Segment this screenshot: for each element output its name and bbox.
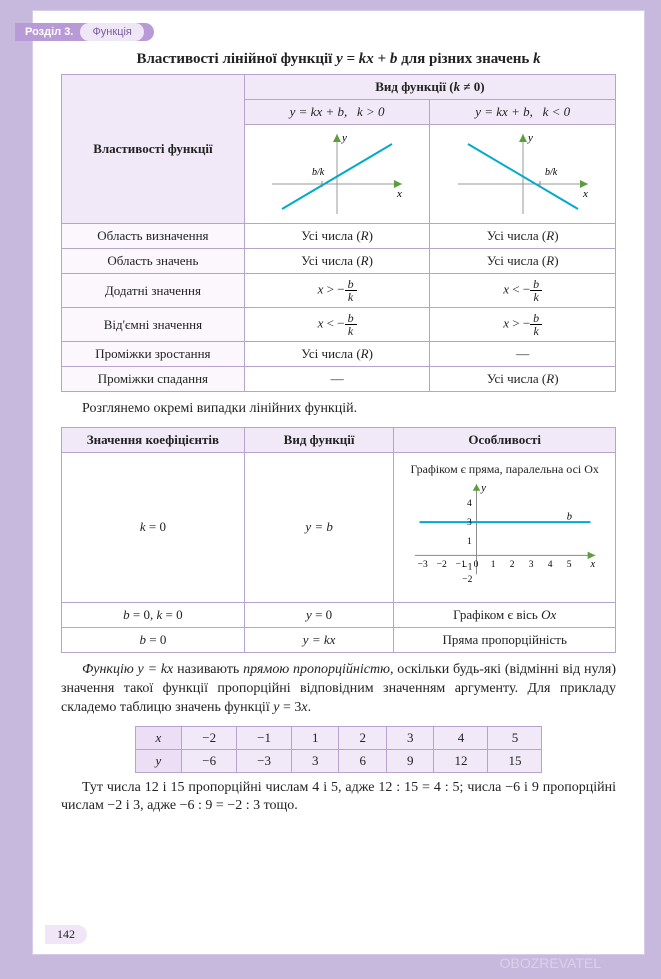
cell: — xyxy=(430,342,616,367)
cell: −6 xyxy=(182,749,237,772)
cell: Усі числа (R) xyxy=(430,224,616,249)
svg-text:x: x xyxy=(582,188,588,200)
cell: Усі числа (R) xyxy=(430,367,616,392)
svg-text:2: 2 xyxy=(509,560,514,570)
th: Значення коефіцієнтів xyxy=(62,427,245,452)
svg-text:4: 4 xyxy=(547,560,552,570)
cell: Графіком є вісь Ox xyxy=(394,602,616,627)
page-title: Властивості лінійної функції y = kx + b … xyxy=(61,51,616,68)
cell: Усі числа (R) xyxy=(430,249,616,274)
section-label: Розділ 3. xyxy=(25,26,73,38)
cell: — xyxy=(244,367,430,392)
th-props: Властивості функції xyxy=(62,75,245,224)
cell: 12 xyxy=(434,749,488,772)
cell: −1 xyxy=(237,726,292,749)
paragraph: Тут числа 12 і 15 пропорційні числам 4 і… xyxy=(61,779,616,817)
svg-text:3: 3 xyxy=(528,560,533,570)
svg-text:5: 5 xyxy=(566,560,571,570)
svg-text:1: 1 xyxy=(467,537,472,547)
cell: y = 0 xyxy=(244,602,394,627)
svg-text:x: x xyxy=(589,559,595,570)
cell: 3 xyxy=(291,749,339,772)
svg-text:b/k: b/k xyxy=(545,167,558,178)
cell: y = kx xyxy=(244,627,394,652)
cell: Пряма пропорційність xyxy=(394,627,616,652)
cell: b = 0 xyxy=(62,627,245,652)
cell: Усі числа (R) xyxy=(244,224,430,249)
cell: −3 xyxy=(237,749,292,772)
cell: Усі числа (R) xyxy=(244,342,430,367)
values-table: x −2 −1 1 2 3 4 5 y −6 −3 3 6 9 12 15 xyxy=(135,726,543,773)
svg-text:b/k: b/k xyxy=(312,167,325,178)
cell: x < −bk xyxy=(244,308,430,342)
col2-head: y = kx + b, k < 0 xyxy=(430,100,616,125)
row-header: y xyxy=(135,749,182,772)
svg-text:y: y xyxy=(341,132,347,144)
svg-text:y: y xyxy=(480,483,486,494)
paragraph: Розглянемо окремі випадки лінійних функц… xyxy=(61,400,616,419)
svg-text:−1: −1 xyxy=(455,560,465,570)
section-tab: Розділ 3. Функція xyxy=(15,23,154,41)
paragraph: Функцію y = kx називають прямою пропорці… xyxy=(61,661,616,718)
svg-text:−2: −2 xyxy=(462,575,472,585)
svg-text:−3: −3 xyxy=(417,560,427,570)
cell: x > −bk xyxy=(430,308,616,342)
th-type: Вид функції (k ≠ 0) xyxy=(244,75,615,100)
svg-text:y: y xyxy=(527,132,533,144)
cell: 2 xyxy=(339,726,387,749)
svg-text:4: 4 xyxy=(467,499,472,509)
row-header: x xyxy=(135,726,182,749)
svg-text:x: x xyxy=(396,188,402,200)
row-label: Область визначення xyxy=(62,224,245,249)
cell: k = 0 xyxy=(62,452,245,602)
row-label: Область значень xyxy=(62,249,245,274)
cell: 6 xyxy=(339,749,387,772)
col1-head: y = kx + b, k > 0 xyxy=(244,100,430,125)
row-label: Від'ємні значення xyxy=(62,308,245,342)
cell: Усі числа (R) xyxy=(244,249,430,274)
row-label: Додатні значення xyxy=(62,274,245,308)
svg-text:0: 0 xyxy=(473,560,478,570)
graph-k-pos: y x b/k xyxy=(244,125,430,224)
cell: 4 xyxy=(434,726,488,749)
th: Особливості xyxy=(394,427,616,452)
th: Вид функції xyxy=(244,427,394,452)
cases-table: Значення коефіцієнтів Вид функції Особли… xyxy=(61,427,616,653)
cell: y = b xyxy=(244,452,394,602)
cell: 3 xyxy=(386,726,434,749)
graph-k-neg: y x b/k xyxy=(430,125,616,224)
svg-text:b: b xyxy=(566,511,571,522)
cell: 5 xyxy=(488,726,542,749)
cell: 15 xyxy=(488,749,542,772)
svg-text:−2: −2 xyxy=(436,560,446,570)
cell: 9 xyxy=(386,749,434,772)
svg-text:1: 1 xyxy=(490,560,495,570)
row-label: Проміжки спадання xyxy=(62,367,245,392)
cell: −2 xyxy=(182,726,237,749)
graph-cell: Графіком є пряма, паралельна осі Ox y x … xyxy=(394,452,616,602)
section-sub: Функція xyxy=(80,23,143,41)
cell: x < −bk xyxy=(430,274,616,308)
page: Розділ 3. Функція Властивості лінійної ф… xyxy=(32,10,645,955)
svg-text:3: 3 xyxy=(467,518,472,528)
page-number: 142 xyxy=(45,925,87,944)
cell: x > −bk xyxy=(244,274,430,308)
cell: b = 0, k = 0 xyxy=(62,602,245,627)
cell: 1 xyxy=(291,726,339,749)
properties-table: Властивості функції Вид функції (k ≠ 0) … xyxy=(61,74,616,392)
row-label: Проміжки зростання xyxy=(62,342,245,367)
